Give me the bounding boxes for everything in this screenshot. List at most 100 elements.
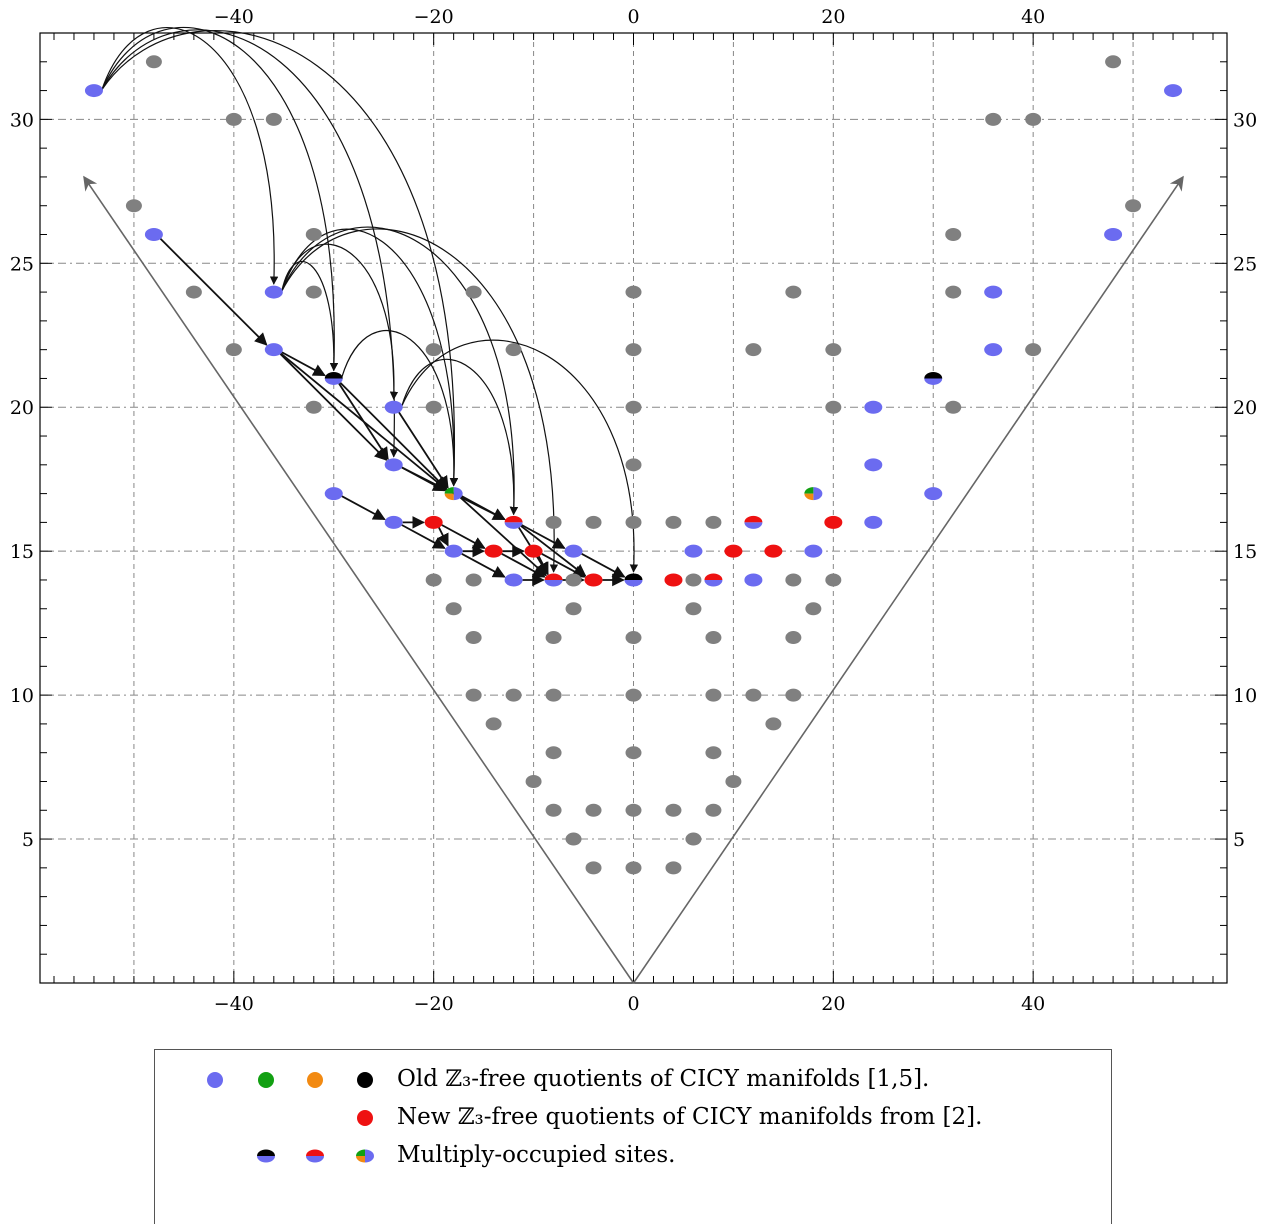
straight-arrow [521,524,566,549]
straight-arrow [338,382,389,461]
point-gray [665,515,682,529]
point-gray [305,400,322,414]
pie-orange [804,493,814,501]
point-pie_green_orange_blue [444,487,463,501]
x-tick-label-bottom: 40 [1021,993,1045,1015]
legend: Old ℤ₃-free quotients of CICY manifolds … [154,1049,1112,1224]
y-tick-label-left: 5 [22,829,34,851]
gray-dot [1025,112,1042,126]
gray-dot [945,285,962,299]
legend-symbol-old_green [258,1072,274,1088]
point-split_black_blue [924,371,943,385]
point-gray [945,400,962,414]
grid-lines [40,33,1227,983]
point-new_red [724,544,743,558]
straight-arrow [341,495,386,521]
legend-multi-symbols [257,1149,374,1163]
gray-dot [625,688,642,702]
dot [764,544,783,558]
dot [444,544,463,558]
dot [1164,84,1183,98]
legend-label-new: New ℤ₃-free quotients of CICY manifolds … [397,1104,983,1130]
point-old_blue [864,458,883,472]
point-gray [1025,343,1042,357]
y-tick-label-left: 15 [10,541,34,563]
point-old_blue [504,573,523,587]
gray-dot [545,631,562,645]
point-split_red_blue [504,515,523,529]
dot [684,544,703,558]
point-gray [545,746,562,760]
y-tick-label-left: 10 [10,685,34,707]
boundary-line [632,175,1184,984]
straight-arrow [401,524,446,549]
gray-dot [485,717,502,731]
dot-top-half [324,371,343,379]
curved-arrow [101,27,279,285]
legend-new-symbols [357,1110,373,1126]
x-tick-label-top: −40 [214,6,254,28]
point-gray [465,573,482,587]
x-tick-label-bottom: 20 [821,993,845,1015]
dot-bottom-half [624,579,643,587]
point-gray [525,774,542,788]
gray-dot [725,774,742,788]
gray-dot [545,688,562,702]
x-tick-label-bottom: −40 [214,993,254,1015]
point-gray [945,228,962,242]
gray-dot [585,861,602,875]
gray-dot [745,343,762,357]
gray-dot [565,832,582,846]
gray-dot [705,515,722,529]
point-gray [685,832,702,846]
point-old_blue [324,487,343,501]
x-tick-label-bottom: 0 [627,993,639,1015]
point-gray [505,343,522,357]
point-gray [705,688,722,702]
gray-dot [505,343,522,357]
dot [584,573,603,587]
legend-symbol-split_red_blue [306,1149,324,1163]
point-gray [585,515,602,529]
point-gray [625,515,642,529]
y-tick-label-right: 15 [1233,541,1257,563]
gray-dot [465,285,482,299]
point-gray [785,285,802,299]
dot [144,228,163,242]
point-gray [465,285,482,299]
point-new_red [484,544,503,558]
point-gray [565,602,582,616]
gray-dot [425,343,442,357]
gray-dot [685,602,702,616]
dot-bottom-half [504,522,523,529]
dot [384,515,403,529]
dot-bottom-half [744,522,763,529]
point-gray [625,803,642,817]
point-old_blue [864,400,883,414]
point-gray [625,400,642,414]
point-old_blue [444,544,463,558]
dot [384,400,403,414]
point-gray [685,573,702,587]
gray-dot [465,688,482,702]
point-old_blue [384,400,403,414]
straight-arrow [339,381,448,490]
point-split_red_blue [704,573,723,587]
flow-arrows [101,27,639,587]
point-gray [545,515,562,529]
dot [524,544,543,558]
straight-arrow [281,351,326,377]
point-split_red_blue [744,515,763,529]
point-old_blue [144,228,163,242]
curved-arrow [101,27,339,372]
gray-dot [265,112,282,126]
curved-arrow [101,29,399,458]
gray-dot [785,573,802,587]
point-gray [565,832,582,846]
gray-dot [705,631,722,645]
straight-arrow [520,525,587,577]
point-gray [565,573,582,587]
gray-dot [1125,199,1142,213]
gray-dot [785,688,802,702]
gray-dot [685,573,702,587]
